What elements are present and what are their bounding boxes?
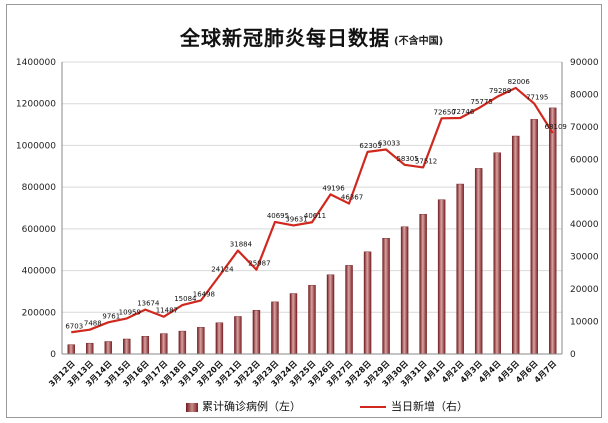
bar: [474, 168, 483, 355]
bar: [215, 322, 224, 355]
bar: [234, 316, 242, 355]
legend-line-swatch: [360, 406, 386, 408]
bar: [178, 330, 187, 355]
left-tick-label: 800000: [22, 183, 57, 193]
bar: [160, 333, 168, 355]
bar: [326, 274, 335, 355]
line-data-label: 68109: [545, 123, 567, 131]
line-data-label: 16498: [193, 290, 215, 298]
line-data-label: 11487: [156, 307, 178, 315]
right-tick-label: 90000: [570, 58, 599, 68]
line-series: [71, 86, 554, 334]
right-tick-label: 80000: [570, 90, 599, 100]
bar: [197, 327, 205, 355]
line-data-label: 24124: [211, 266, 234, 274]
line-data-label: 13674: [137, 300, 160, 308]
bar: [123, 338, 131, 355]
line-data-label: 58305: [396, 155, 418, 163]
left-tick-label: 200000: [22, 308, 57, 318]
bar: [104, 341, 113, 355]
right-tick-label: 50000: [570, 188, 599, 198]
bar: [437, 199, 446, 355]
bar: [363, 251, 372, 355]
left-tick-label: 400000: [22, 267, 57, 277]
chart-title: 全球新冠肺炎每日数据: [180, 26, 390, 50]
bar: [289, 293, 298, 355]
line-data-label: 75775: [471, 98, 493, 106]
line-data-label: 6703: [65, 322, 83, 330]
line-data-label: 10959: [119, 308, 141, 316]
right-tick-label: 20000: [570, 285, 599, 295]
bar: [493, 152, 501, 355]
bar: [141, 336, 150, 355]
right-tick-label: 70000: [570, 123, 599, 133]
line-data-label: 49196: [322, 184, 345, 192]
line-data-label: 31884: [230, 241, 253, 249]
bar: [345, 265, 353, 355]
line-data-label: 79289: [489, 87, 511, 95]
legend-bars-label: 累计确诊病例（左）: [202, 400, 301, 413]
bar: [308, 284, 316, 355]
line-data-label: 9761: [102, 312, 120, 320]
line-data-label: 57512: [415, 157, 437, 165]
bar-series: [67, 107, 557, 355]
left-tick-label: 0: [50, 350, 56, 360]
legend-item-line: 当日新增（右）: [360, 398, 468, 414]
bar: [456, 183, 464, 355]
bar: [530, 119, 538, 355]
bar: [549, 107, 557, 355]
bar: [419, 214, 427, 355]
line-data-label: 72746: [452, 108, 475, 116]
right-tick-label: 30000: [570, 253, 599, 263]
right-tick-label: 10000: [570, 318, 599, 328]
line-data-label: 72650: [433, 108, 455, 116]
left-tick-label: 600000: [22, 225, 57, 235]
line-data-label: 62303: [359, 142, 381, 150]
line-data-label: 63033: [378, 139, 400, 147]
line-data-label: 40695: [267, 212, 289, 220]
line-data-label: 25987: [248, 260, 270, 268]
line-data-label: 77195: [526, 94, 548, 102]
line-data-label: 46367: [341, 194, 363, 202]
line-data-label: 40611: [304, 212, 326, 220]
legend-item-bars: 累计确诊病例（左）: [186, 398, 301, 414]
bar: [86, 342, 94, 355]
left-tick-label: 1400000: [16, 58, 56, 68]
legend-bar-swatch: [186, 402, 198, 412]
right-tick-label: 40000: [570, 220, 599, 230]
line-data-label: 15084: [174, 295, 197, 303]
right-tick-label: 60000: [570, 155, 599, 165]
bar: [400, 226, 409, 355]
line-data-label: 82006: [508, 78, 531, 86]
left-tick-label: 1000000: [16, 141, 56, 151]
chart-subtitle: (不含中国): [394, 36, 444, 47]
legend-line-label: 当日新增（右）: [391, 400, 468, 413]
bar: [511, 135, 520, 355]
right-tick-label: 0: [570, 350, 576, 360]
bar: [252, 310, 261, 355]
bar: [271, 301, 279, 355]
bar: [382, 238, 390, 355]
line-data-label: 7488: [84, 320, 102, 328]
bar: [67, 344, 75, 355]
line-data-label: 39631: [285, 215, 307, 223]
left-tick-label: 1200000: [16, 100, 56, 110]
